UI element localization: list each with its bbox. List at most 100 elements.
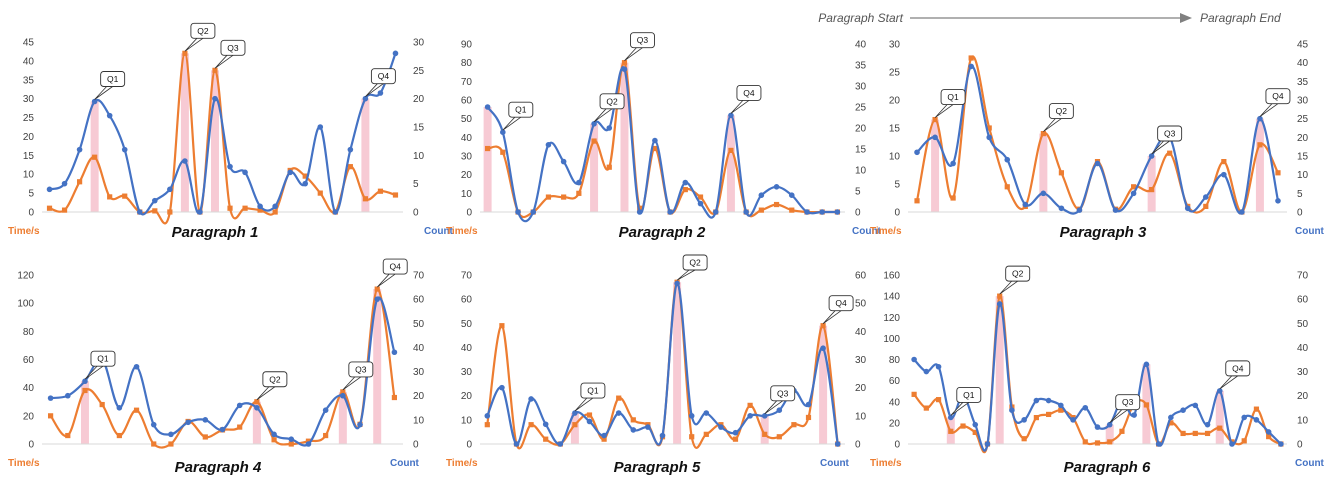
right-tick-label: 20 <box>413 391 425 402</box>
chart-panel-2: 0 10 20 30 40 50 60 70 80 90 0 5 10 15 20 25 30 35 40 Q1 Q2 Q… <box>446 32 882 241</box>
chart-panel-5: 0 10 20 30 40 50 60 70 0 10 20 30 40 50 60 Q1 Q2 Q3 Q4 Time… <box>446 254 867 476</box>
callout-pointer <box>624 47 643 62</box>
count-point <box>601 432 607 439</box>
count-point <box>500 129 506 135</box>
left-tick-label: 0 <box>894 208 900 219</box>
count-point <box>606 125 613 131</box>
right-tick-label: 0 <box>413 440 419 451</box>
callout-label: Q3 <box>777 388 789 398</box>
time-point <box>935 397 942 403</box>
left-tick-label: 20 <box>461 170 473 181</box>
time-point <box>791 422 797 428</box>
count-point <box>288 436 295 442</box>
count-point <box>1265 429 1272 435</box>
right-tick-label: 30 <box>1297 367 1309 378</box>
time-point <box>820 323 826 329</box>
left-tick-label: 70 <box>461 271 473 282</box>
count-point <box>968 63 974 70</box>
left-tick-label: 50 <box>461 319 473 330</box>
count-point <box>242 169 248 176</box>
callout-box <box>736 84 762 101</box>
callout-pointer <box>376 273 396 288</box>
time-point <box>591 138 597 144</box>
time-point <box>347 164 353 170</box>
chart-panel-4: 0 20 40 60 80 100 120 0 10 20 30 40 50 60 70 Q1 Q2 Q3 Q4 Ti… <box>8 258 425 476</box>
left-axis-label: Time/s <box>8 458 40 469</box>
callout-box <box>770 385 796 402</box>
callout-label: Q1 <box>587 386 599 396</box>
callout-pointer <box>730 100 750 114</box>
count-point <box>1275 198 1281 204</box>
callout-pointer <box>214 55 234 69</box>
time-point <box>227 205 233 211</box>
callout-q4: Q4 <box>376 258 408 288</box>
count-series-line <box>486 282 839 446</box>
count-point <box>1202 194 1209 200</box>
highlight-bar-4 <box>819 325 828 444</box>
count-point <box>572 410 578 416</box>
count-point <box>703 410 710 416</box>
left-tick-label: 25 <box>23 113 35 124</box>
time-point <box>616 395 622 401</box>
time-series-line <box>487 61 838 219</box>
right-tick-label: 25 <box>1297 114 1309 125</box>
count-point <box>377 90 384 96</box>
count-point <box>1216 388 1223 394</box>
count-series-line <box>916 65 1280 215</box>
count-point <box>322 407 329 414</box>
count-point <box>615 410 622 416</box>
right-tick-label: 10 <box>413 415 425 426</box>
time-point <box>1168 420 1174 426</box>
right-tick-label: 60 <box>1297 295 1309 306</box>
count-point <box>659 432 666 439</box>
callout-q3: Q3 <box>764 385 796 415</box>
count-point <box>718 424 724 430</box>
callout-pointer <box>764 400 783 415</box>
right-tick-label: 25 <box>855 103 867 114</box>
time-point <box>317 190 323 196</box>
count-point <box>1033 397 1040 404</box>
left-axis-label: Time/s <box>870 226 902 237</box>
highlight-bar-4 <box>361 98 370 212</box>
time-point <box>271 437 277 443</box>
callout-pointer <box>593 108 613 123</box>
highlight-bar-2 <box>995 296 1004 444</box>
right-tick-label: 70 <box>413 271 425 282</box>
left-tick-label: 30 <box>461 367 473 378</box>
callout-q4: Q4 <box>1219 360 1251 390</box>
callout-q4: Q4 <box>822 295 854 325</box>
time-series-line <box>486 281 839 450</box>
callout-box <box>599 93 625 110</box>
time-point <box>689 434 695 440</box>
count-point <box>1021 417 1027 423</box>
count-point <box>728 112 734 119</box>
time-point <box>1021 436 1027 442</box>
time-point <box>82 387 88 394</box>
time-point <box>151 441 157 447</box>
time-point <box>323 432 329 439</box>
left-tick-label: 10 <box>461 415 473 426</box>
callout-pointer <box>1151 140 1170 155</box>
time-point <box>122 193 128 199</box>
time-point <box>950 195 956 201</box>
callout-label: Q2 <box>197 26 209 36</box>
callout-q4: Q4 <box>730 84 762 114</box>
time-point <box>747 402 753 408</box>
left-tick-label: 90 <box>461 40 473 51</box>
right-tick-label: 30 <box>855 82 867 93</box>
callout-box <box>1157 125 1183 142</box>
time-point <box>621 60 628 66</box>
time-point <box>732 436 739 442</box>
callout-pointer <box>365 83 384 98</box>
count-point <box>935 363 942 370</box>
callout-label: Q3 <box>1164 129 1176 139</box>
callout-q2: Q2 <box>1043 103 1074 132</box>
count-point <box>64 392 71 399</box>
highlight-bar-2 <box>1039 133 1048 212</box>
left-tick-label: 120 <box>883 313 900 324</box>
time-point <box>362 196 368 202</box>
left-tick-label: 0 <box>28 440 34 451</box>
left-tick-label: 160 <box>883 271 900 282</box>
count-point <box>484 104 491 110</box>
